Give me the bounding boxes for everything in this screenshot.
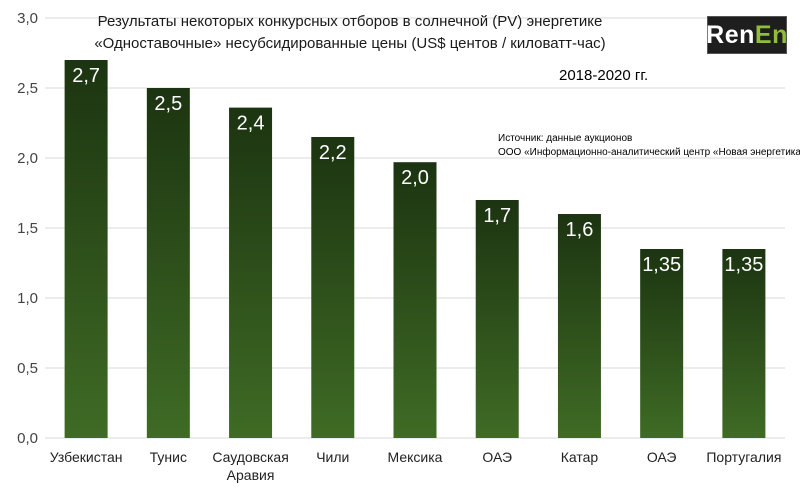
y-tick-label: 1,0 (17, 290, 38, 307)
bar (311, 137, 355, 438)
data-label: 2,2 (319, 142, 347, 164)
chart-title: Результаты некоторых конкурсных отборов … (97, 13, 603, 30)
x-tick-label: Саудовская (212, 449, 288, 465)
y-tick-label: 3,0 (17, 10, 38, 27)
x-tick-label: Португалия (706, 449, 781, 465)
x-tick-label: Чили (316, 449, 349, 465)
data-label: 1,6 (566, 219, 594, 241)
period-label: 2018-2020 гг. (559, 67, 649, 84)
data-label: 2,0 (401, 167, 429, 189)
data-label: 1,35 (642, 254, 681, 276)
x-tick-label: ОАЭ (482, 449, 512, 465)
x-tick-label: Узбекистан (50, 449, 123, 465)
y-tick-label: 2,0 (17, 150, 38, 167)
bar (146, 88, 190, 438)
y-tick-label: 2,5 (17, 80, 38, 97)
source-line-2: ООО «Информационно-аналитический центр «… (498, 147, 800, 158)
x-tick-label: Аравия (227, 467, 275, 483)
data-label: 2,5 (154, 93, 182, 115)
x-tick-label: ОАЭ (647, 449, 677, 465)
y-tick-label: 1,5 (17, 220, 38, 237)
data-label: 2,4 (237, 113, 265, 135)
data-label: 1,7 (483, 205, 511, 227)
bar (722, 249, 766, 438)
x-tick-label: Тунис (150, 449, 187, 465)
chart-subtitle: «Одноставочные» несубсидированные цены (… (94, 35, 606, 52)
logo-text-en: En (754, 20, 788, 49)
bar (640, 249, 684, 438)
logo-text-ren: Ren (706, 20, 755, 49)
bar (475, 200, 519, 438)
y-tick-label: 0,0 (17, 430, 38, 447)
x-tick-label: Мексика (388, 449, 443, 465)
y-tick-label: 0,5 (17, 360, 38, 377)
source-line-1: Источник: данные аукционов (498, 133, 633, 144)
bar (229, 107, 273, 438)
bar (64, 60, 108, 438)
bar (557, 214, 601, 438)
bar (393, 162, 437, 438)
x-tick-label: Катар (561, 449, 599, 465)
data-label: 2,7 (72, 65, 100, 87)
data-label: 1,35 (724, 254, 763, 276)
renen-logo: Ren En (706, 16, 788, 54)
